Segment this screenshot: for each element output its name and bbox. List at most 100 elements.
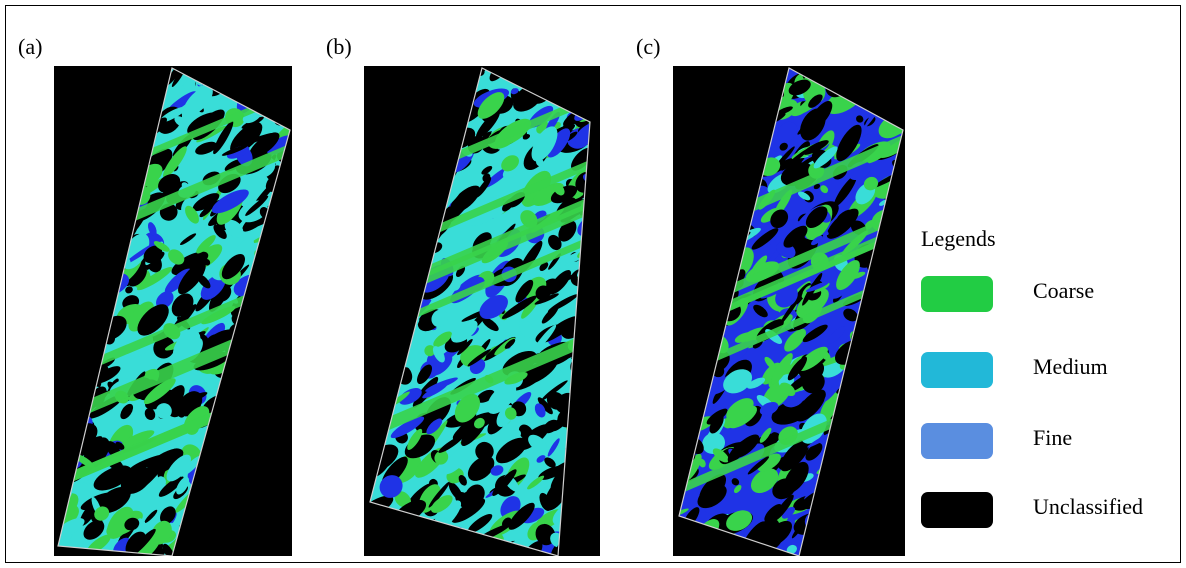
map-b-patch [404, 68, 424, 80]
map-b-patch [426, 152, 439, 165]
map-b-patch [579, 81, 590, 93]
map-a-patch [145, 389, 177, 410]
map-a-patch [68, 93, 93, 114]
map-c-patch [877, 465, 903, 489]
map-a-patch [162, 146, 187, 178]
map-a-patch [107, 228, 126, 252]
map-b-patch [417, 99, 448, 125]
map-a-patch [84, 156, 101, 175]
map-a-patch [210, 471, 229, 495]
map-a-patch [75, 111, 94, 131]
map-a-patch [158, 174, 181, 193]
map-b-patch [446, 526, 462, 535]
map-c-patch [723, 369, 753, 394]
map-b-patch [574, 476, 590, 497]
map-a-patch [207, 334, 219, 344]
map-c-patch [870, 491, 903, 514]
map-c-patch [820, 185, 829, 194]
map-a-patch [268, 430, 290, 454]
map-b-patch [492, 469, 517, 496]
map-a-patch [119, 78, 136, 96]
map-b-patch [553, 183, 565, 196]
map-a-patch [213, 120, 234, 155]
map-b-patch [415, 208, 436, 235]
map-b-patch [424, 345, 436, 357]
map-a-patch [84, 80, 118, 109]
map-a-patch [236, 399, 265, 432]
map-c-patch [679, 388, 682, 396]
map-b-patch [467, 349, 491, 367]
map-c-patch [696, 342, 716, 362]
map-a-patch [58, 162, 83, 184]
map-c-patch [714, 72, 727, 89]
map-a-patch [172, 330, 201, 362]
map-c-patch [863, 540, 880, 556]
map-c-patch [679, 319, 708, 339]
map-c-patch [715, 284, 730, 295]
map-a-patch [196, 125, 227, 143]
map-c-patch [871, 319, 893, 343]
map-c-patch [843, 70, 861, 89]
map-a-patch [272, 477, 290, 495]
map-a-patch [258, 496, 269, 508]
map-b-patch [392, 163, 420, 183]
map-c-patch [750, 468, 779, 494]
map-c-patch [829, 483, 839, 496]
map-c-patch [683, 90, 708, 117]
map-a-patch [100, 174, 121, 195]
map-b-patch [521, 294, 541, 319]
map-a-patch [251, 539, 266, 555]
map-a-patch [178, 261, 206, 295]
map-a-patch [58, 158, 73, 178]
map-b-patch [531, 76, 550, 92]
map-a-patch [243, 547, 255, 556]
map-a-patch [260, 485, 289, 505]
map-c-patch [884, 96, 903, 118]
map-a-patch [236, 429, 260, 449]
map-c-patch [822, 475, 833, 484]
map-a-patch [174, 116, 188, 127]
map-c-patch [679, 166, 688, 178]
map-c-patch [896, 415, 903, 429]
map-c-patch [882, 462, 896, 473]
classified-map-c [673, 66, 905, 556]
map-b-patch [395, 240, 423, 270]
map-b-patch [502, 162, 523, 179]
map-c-patch [892, 186, 903, 201]
map-b-patch [396, 320, 412, 335]
map-c-patch [683, 105, 703, 130]
map-a-patch [122, 105, 135, 124]
map-a-patch [124, 108, 145, 124]
map-b-patch [370, 88, 396, 114]
map-a-patch [156, 291, 174, 309]
map-a-patch [157, 68, 170, 73]
map-a-patch [282, 324, 290, 347]
map-a-patch [64, 294, 90, 323]
map-a-patch [58, 279, 78, 308]
map-b-patch [536, 455, 546, 463]
map-c-patch [795, 389, 826, 422]
map-a-patch [264, 497, 288, 522]
map-b-patch [443, 68, 460, 82]
map-c-patch [850, 525, 879, 548]
map-a-patch [269, 512, 283, 526]
map-c-patch [714, 239, 737, 255]
map-a-patch [282, 440, 290, 457]
map-b-patch [475, 441, 494, 461]
map-c-patch [779, 292, 803, 326]
map-c-patch [695, 79, 714, 97]
map-b-patch [578, 538, 590, 556]
map-b-patch [585, 349, 590, 367]
map-c-patch [684, 228, 703, 245]
classified-map-a [54, 66, 292, 556]
map-a-patch [122, 167, 132, 177]
map-c-patch [753, 110, 767, 123]
map-b-patch [449, 185, 481, 214]
map-a-patch [58, 100, 64, 121]
map-c-patch [786, 544, 797, 555]
map-a-patch [186, 530, 207, 556]
map-c-patch [860, 331, 879, 350]
legend-swatch-unclassified [921, 492, 993, 528]
map-a-patch [71, 287, 81, 298]
map-c-patch [884, 413, 903, 438]
